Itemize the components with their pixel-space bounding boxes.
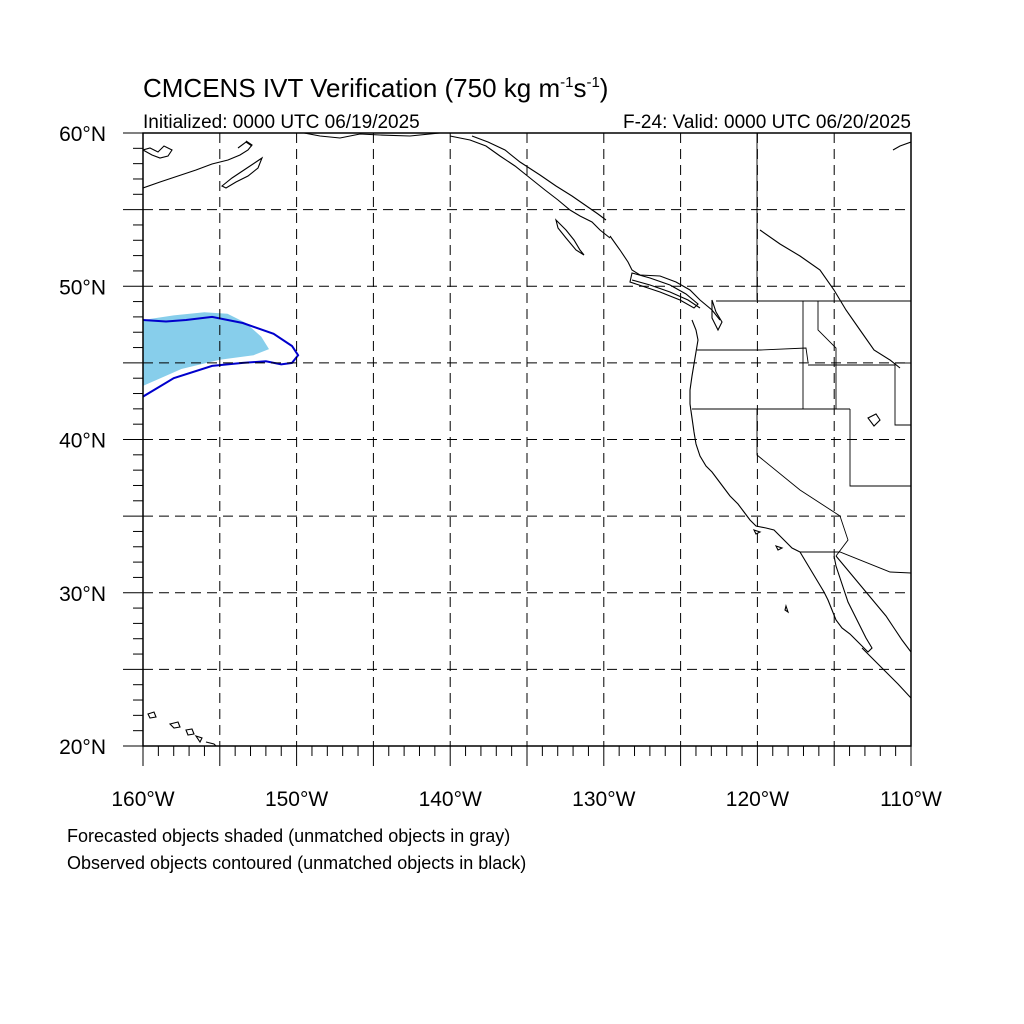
valid-label: F-24: Valid: 0000 UTC 06/20/2025 [623,112,911,133]
title-exp1: -1 [560,74,573,91]
lat-label: 30°N [59,583,106,606]
title-mid: s [573,73,586,103]
initialized-label: Initialized: 0000 UTC 06/19/2025 [143,112,420,133]
lat-label: 60°N [59,123,106,146]
lat-label: 50°N [59,276,106,299]
title-exp2: -1 [586,74,599,91]
lon-label: 140°W [419,788,482,811]
axis-ticks [123,132,912,766]
map-area [123,132,912,766]
forecast-footnote: Forecasted objects shaded (unmatched obj… [67,826,510,846]
lat-label: 20°N [59,736,106,759]
lon-label: 130°W [572,788,635,811]
observed-footnote: Observed objects contoured (unmatched ob… [67,853,526,873]
title-end: ) [600,73,609,103]
title-main: CMCENS IVT Verification (750 kg m [143,73,560,103]
forecast-object-shaded [143,312,269,386]
lat-label: 40°N [59,430,106,453]
political-borders [692,133,911,574]
lon-label: 110°W [880,788,942,811]
longitude-labels: 160°W 150°W 140°W 130°W 120°W 110°W [111,788,942,811]
lat-lon-grid [143,133,911,746]
latitude-labels: 60°N 50°N 40°N 30°N 20°N [59,123,106,759]
chart-title: CMCENS IVT Verification (750 kg m-1s-1) [143,73,608,103]
lon-label: 150°W [265,788,328,811]
coastlines [143,133,911,746]
observed-object-contour [143,315,300,398]
lon-label: 160°W [111,788,174,811]
lon-label: 120°W [726,788,789,811]
